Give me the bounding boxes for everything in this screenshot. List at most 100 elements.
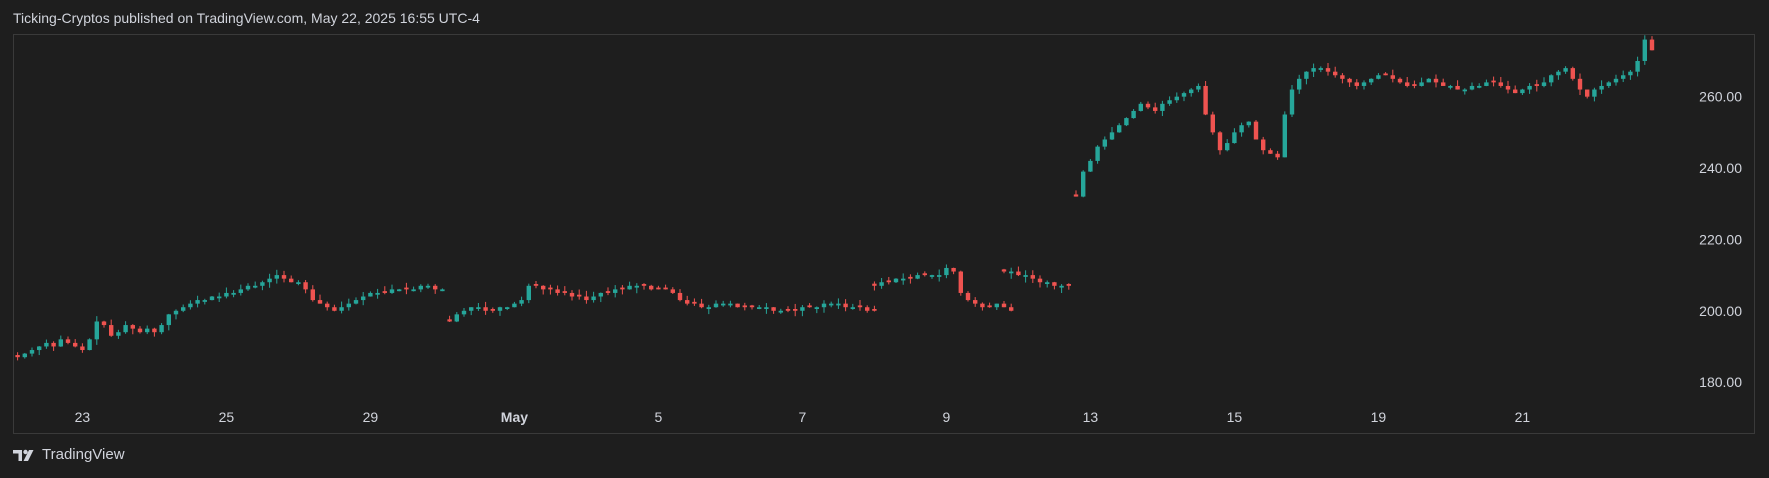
- candle-body[interactable]: [742, 305, 747, 308]
- candle-body[interactable]: [1297, 78, 1302, 90]
- candle-body[interactable]: [1513, 89, 1518, 94]
- candle-body[interactable]: [303, 282, 308, 290]
- candle-body[interactable]: [368, 292, 373, 297]
- candle-body[interactable]: [260, 282, 265, 286]
- candle-body[interactable]: [994, 303, 999, 308]
- candle-body[interactable]: [1052, 282, 1057, 286]
- candle-body[interactable]: [685, 300, 690, 304]
- candle-body[interactable]: [829, 303, 834, 306]
- candle-body[interactable]: [1642, 39, 1647, 61]
- candle-body[interactable]: [310, 289, 315, 301]
- candle-body[interactable]: [382, 291, 387, 293]
- candle-body[interactable]: [123, 325, 128, 333]
- candle-body[interactable]: [793, 309, 798, 311]
- candle-body[interactable]: [713, 303, 719, 308]
- candle-body[interactable]: [1613, 78, 1619, 83]
- candle-body[interactable]: [1160, 103, 1165, 111]
- candle-body[interactable]: [29, 350, 35, 354]
- candle-body[interactable]: [598, 292, 603, 297]
- candle-body[interactable]: [879, 282, 884, 286]
- candle-body[interactable]: [317, 300, 323, 304]
- candle-body[interactable]: [1412, 84, 1417, 86]
- candle-body[interactable]: [1585, 89, 1590, 97]
- candle-body[interactable]: [1419, 82, 1424, 86]
- candle-body[interactable]: [152, 328, 157, 333]
- candle-body[interactable]: [289, 278, 294, 283]
- candle-body[interactable]: [411, 289, 416, 292]
- candle-body[interactable]: [1592, 89, 1597, 97]
- candle-body[interactable]: [850, 307, 855, 309]
- candle-body[interactable]: [965, 292, 971, 301]
- candle-body[interactable]: [44, 342, 49, 347]
- candle-body[interactable]: [1001, 303, 1007, 308]
- candle-body[interactable]: [807, 305, 812, 308]
- candle-body[interactable]: [1210, 114, 1215, 133]
- candle-body[interactable]: [1433, 78, 1439, 83]
- candle-body[interactable]: [1426, 78, 1431, 83]
- candle-body[interactable]: [555, 289, 560, 293]
- candle-body[interactable]: [1484, 82, 1489, 86]
- candle-body[interactable]: [1174, 96, 1179, 101]
- candle-body[interactable]: [757, 307, 762, 309]
- candle-body[interactable]: [195, 300, 200, 304]
- candle-body[interactable]: [1009, 271, 1014, 274]
- candle-body[interactable]: [1117, 125, 1122, 133]
- candle-body[interactable]: [728, 303, 733, 306]
- candle-body[interactable]: [332, 307, 337, 311]
- candle-body[interactable]: [1196, 85, 1201, 90]
- candle-body[interactable]: [836, 303, 841, 306]
- candle-body[interactable]: [735, 303, 740, 308]
- candle-body[interactable]: [1167, 100, 1172, 104]
- candle-body[interactable]: [1477, 85, 1482, 88]
- candle-body[interactable]: [274, 275, 279, 279]
- candle-body[interactable]: [1354, 82, 1359, 86]
- candle-body[interactable]: [771, 307, 776, 311]
- candle-body[interactable]: [1383, 73, 1388, 76]
- candle-body[interactable]: [296, 282, 301, 285]
- candle-body[interactable]: [800, 307, 805, 311]
- candle-body[interactable]: [231, 292, 236, 295]
- candle-body[interactable]: [987, 305, 992, 308]
- candle-body[interactable]: [1059, 285, 1064, 288]
- candle-body[interactable]: [749, 305, 755, 308]
- candle-body[interactable]: [1095, 146, 1100, 161]
- candle-body[interactable]: [1109, 132, 1115, 140]
- candle-body[interactable]: [569, 292, 575, 297]
- candle-body[interactable]: [1621, 75, 1626, 79]
- candle-body[interactable]: [1088, 160, 1093, 172]
- candle-body[interactable]: [663, 287, 668, 290]
- candle-body[interactable]: [1138, 103, 1143, 111]
- candle-body[interactable]: [1628, 71, 1633, 76]
- candle-body[interactable]: [1253, 121, 1259, 140]
- candle-body[interactable]: [641, 284, 647, 286]
- candle-body[interactable]: [202, 300, 207, 302]
- candle-body[interactable]: [101, 321, 107, 326]
- candle-body[interactable]: [58, 339, 63, 347]
- candle-body[interactable]: [1081, 171, 1086, 197]
- candle-body[interactable]: [447, 319, 452, 322]
- candle-body[interactable]: [699, 303, 704, 308]
- candle-body[interactable]: [785, 309, 791, 311]
- candle-body[interactable]: [469, 307, 474, 311]
- candle-body[interactable]: [1369, 78, 1374, 83]
- candle-body[interactable]: [1232, 132, 1237, 144]
- candle-body[interactable]: [483, 307, 488, 311]
- candle-body[interactable]: [497, 307, 503, 311]
- candle-body[interactable]: [137, 328, 143, 333]
- candle-body[interactable]: [1045, 282, 1050, 285]
- candle-body[interactable]: [512, 303, 517, 308]
- candle-body[interactable]: [1037, 278, 1043, 283]
- candle-body[interactable]: [1498, 82, 1503, 86]
- candle-body[interactable]: [764, 307, 769, 309]
- candle-body[interactable]: [425, 285, 431, 288]
- candle-body[interactable]: [821, 303, 827, 308]
- candle-body[interactable]: [418, 285, 423, 290]
- candle-body[interactable]: [519, 300, 524, 304]
- candle-body[interactable]: [109, 325, 114, 336]
- candle-body[interactable]: [1599, 85, 1604, 90]
- candle-body[interactable]: [1505, 85, 1511, 90]
- candle-body[interactable]: [73, 342, 78, 347]
- candle-body[interactable]: [1534, 84, 1539, 86]
- candle-body[interactable]: [145, 328, 150, 333]
- candle-body[interactable]: [944, 267, 949, 276]
